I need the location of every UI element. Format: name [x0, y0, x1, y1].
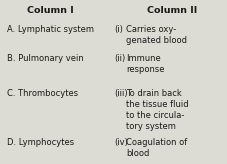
Text: Column II: Column II	[147, 6, 198, 15]
Text: Coagulation of
blood: Coagulation of blood	[126, 138, 187, 157]
Text: Column I: Column I	[27, 6, 73, 15]
Text: (iii): (iii)	[115, 89, 128, 98]
Text: A. Lymphatic system: A. Lymphatic system	[7, 25, 94, 34]
Text: B. Pulmonary vein: B. Pulmonary vein	[7, 54, 84, 63]
Text: Immune
response: Immune response	[126, 54, 165, 74]
Text: Carries oxy-
genated blood: Carries oxy- genated blood	[126, 25, 187, 45]
Text: (i): (i)	[115, 25, 123, 34]
Text: (iv): (iv)	[115, 138, 128, 147]
Text: C. Thrombocytes: C. Thrombocytes	[7, 89, 78, 98]
Text: D. Lymphocytes: D. Lymphocytes	[7, 138, 74, 147]
Text: To drain back
the tissue fluid
to the circula-
tory system: To drain back the tissue fluid to the ci…	[126, 89, 189, 131]
Text: (ii): (ii)	[115, 54, 126, 63]
